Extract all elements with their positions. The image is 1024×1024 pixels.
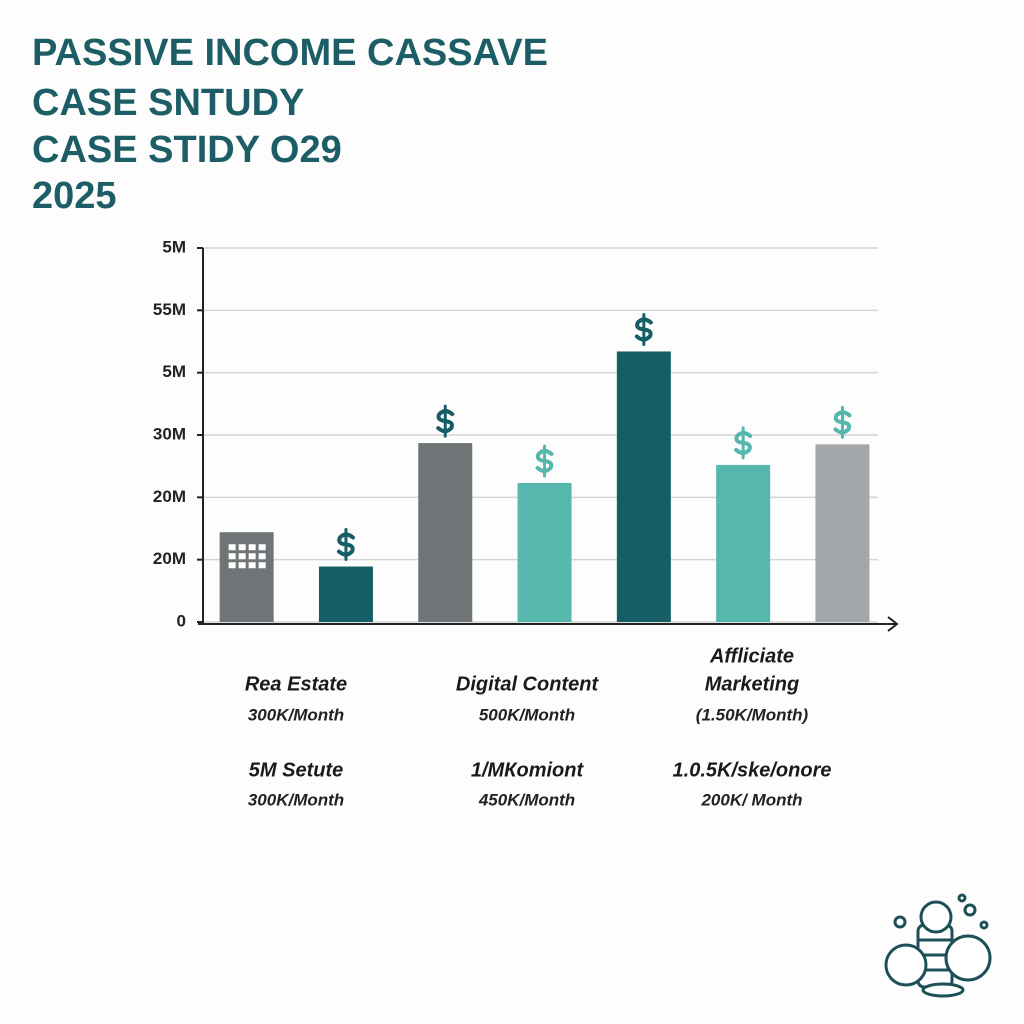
window bbox=[248, 562, 256, 569]
window bbox=[228, 562, 236, 569]
dollar-icon bbox=[535, 444, 554, 478]
dollar-icon bbox=[436, 404, 455, 438]
chart-title: PASSIVE INCOME CASSAVE bbox=[32, 32, 548, 74]
bar bbox=[418, 443, 473, 622]
axis-arrow bbox=[887, 616, 899, 632]
group-label: Marketing bbox=[705, 673, 799, 695]
y-tick-label: 20M bbox=[153, 549, 186, 568]
plot-area: 0 20M 20M 30M 5M 55M 5M bbox=[153, 237, 878, 630]
chart-title: CASE SNTUDY bbox=[32, 82, 304, 124]
window bbox=[248, 553, 256, 560]
group-label: Digital Content bbox=[456, 673, 600, 695]
bar bbox=[318, 566, 373, 622]
y-tick-label: 0 bbox=[177, 611, 186, 630]
bar bbox=[517, 482, 572, 622]
bar bbox=[716, 464, 771, 622]
building-icon bbox=[228, 544, 266, 569]
dollar-icon bbox=[634, 312, 653, 346]
group-label: (1.50K/Month) bbox=[696, 705, 809, 724]
window bbox=[258, 544, 266, 551]
group-label: 450K/Month bbox=[478, 790, 575, 809]
group-label: Affliciate bbox=[709, 645, 794, 667]
group-label: 300K/Month bbox=[248, 790, 344, 809]
group-label: 1/MКomiont bbox=[471, 759, 585, 781]
dollar-icon bbox=[336, 528, 355, 562]
window bbox=[228, 544, 236, 551]
y-tick-label: 20M bbox=[153, 487, 186, 506]
group-label: 1.0.5K/ske/onore bbox=[673, 759, 832, 781]
group-label: 500K/Month bbox=[479, 705, 575, 724]
y-tick-label: 55M bbox=[153, 300, 186, 319]
window bbox=[238, 553, 246, 560]
chart-title: 2025 bbox=[32, 175, 117, 217]
y-tick-label: 5M bbox=[162, 237, 186, 256]
y-tick-label: 5M bbox=[162, 362, 186, 381]
window bbox=[238, 562, 246, 569]
group-label: Rea Estate bbox=[245, 673, 347, 695]
group-label: 5M Setute bbox=[249, 759, 343, 781]
window bbox=[248, 544, 256, 551]
dollar-icon bbox=[734, 426, 753, 460]
chart-title: CASE STIDY O29 bbox=[32, 129, 342, 171]
window bbox=[228, 553, 236, 560]
bar bbox=[815, 444, 870, 622]
window bbox=[238, 544, 246, 551]
bar bbox=[616, 351, 671, 622]
coins-icon bbox=[884, 893, 992, 998]
window bbox=[258, 562, 266, 569]
y-tick-label: 30M bbox=[153, 424, 186, 443]
window bbox=[258, 553, 266, 560]
group-label: 300K/Month bbox=[248, 705, 344, 724]
group-label: 200K/ Month bbox=[700, 790, 802, 809]
dollar-icon bbox=[833, 405, 852, 439]
